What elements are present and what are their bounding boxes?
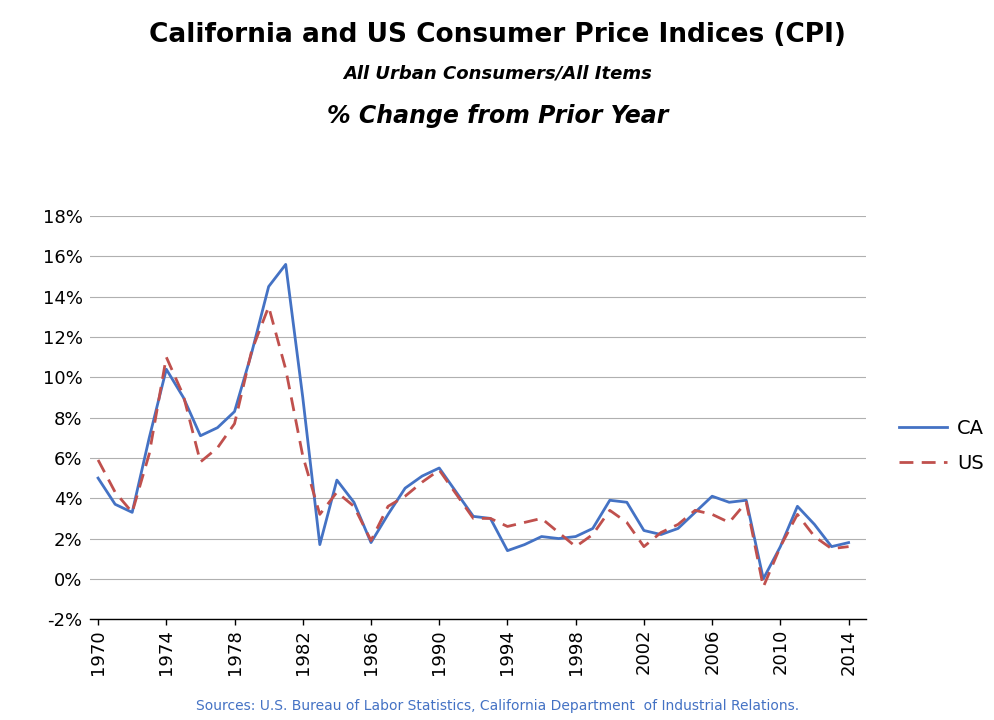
CA [331,476,343,485]
US [92,456,104,464]
CA [143,433,155,442]
US [467,514,479,523]
CA [296,393,308,402]
US [637,542,649,551]
CA [313,540,325,549]
Text: All Urban Consumers/All Items: All Urban Consumers/All Items [343,65,651,83]
CA [706,492,718,500]
US [740,498,751,507]
US [484,514,496,523]
US [109,488,121,497]
CA [552,534,564,543]
CA [603,496,615,505]
CA [484,514,496,523]
CA [842,539,854,547]
CA [467,512,479,521]
US [842,542,854,551]
CA [262,282,274,291]
US [790,510,802,518]
CA [570,532,581,541]
US [331,488,343,497]
CA [518,540,530,549]
CA [620,498,632,507]
CA [671,524,683,533]
US [825,544,837,553]
US [313,510,325,518]
CA [365,539,377,547]
US [773,542,785,551]
CA [229,408,241,416]
US [450,490,462,498]
US [586,530,598,539]
CA [348,498,360,507]
CA [432,464,444,472]
CA [382,510,394,518]
CA [756,575,768,583]
CA [586,524,598,533]
US [501,522,513,531]
CA [535,532,547,541]
CA [723,498,735,507]
CA [415,472,427,480]
CA [637,526,649,535]
CA [790,502,802,510]
US [246,347,257,356]
CA [399,484,411,492]
US [570,542,581,551]
CA [689,508,701,517]
Line: CA: CA [98,264,848,579]
US [808,532,820,541]
US [415,478,427,487]
US [382,502,394,510]
US [620,518,632,527]
CA [109,500,121,508]
US [126,508,138,517]
US [296,451,308,460]
US [432,466,444,474]
US [194,458,206,467]
US [177,391,189,400]
US [723,518,735,527]
CA [501,546,513,555]
CA [740,496,751,505]
US [756,582,768,591]
CA [654,530,666,539]
Text: California and US Consumer Price Indices (CPI): California and US Consumer Price Indices… [149,22,845,48]
US [535,514,547,523]
US [518,518,530,527]
CA [126,508,138,517]
US [262,302,274,311]
CA [773,542,785,551]
US [689,506,701,515]
US [552,528,564,537]
CA [279,260,291,269]
CA [92,474,104,482]
CA [194,431,206,440]
US [143,449,155,458]
CA [160,365,172,374]
Text: Sources: U.S. Bureau of Labor Statistics, California Department  of Industrial R: Sources: U.S. Bureau of Labor Statistics… [196,699,798,713]
US [654,528,666,537]
US [212,444,224,452]
US [671,520,683,528]
US [365,536,377,545]
US [348,502,360,510]
US [279,365,291,374]
CA [177,393,189,402]
CA [450,488,462,497]
CA [212,423,224,432]
CA [825,542,837,551]
CA [246,348,257,357]
Text: % Change from Prior Year: % Change from Prior Year [326,104,668,128]
CA [808,520,820,528]
US [229,419,241,428]
US [160,353,172,361]
Legend: CA, US: CA, US [890,411,991,480]
US [706,510,718,518]
US [603,506,615,515]
US [399,492,411,500]
Line: US: US [98,307,848,587]
